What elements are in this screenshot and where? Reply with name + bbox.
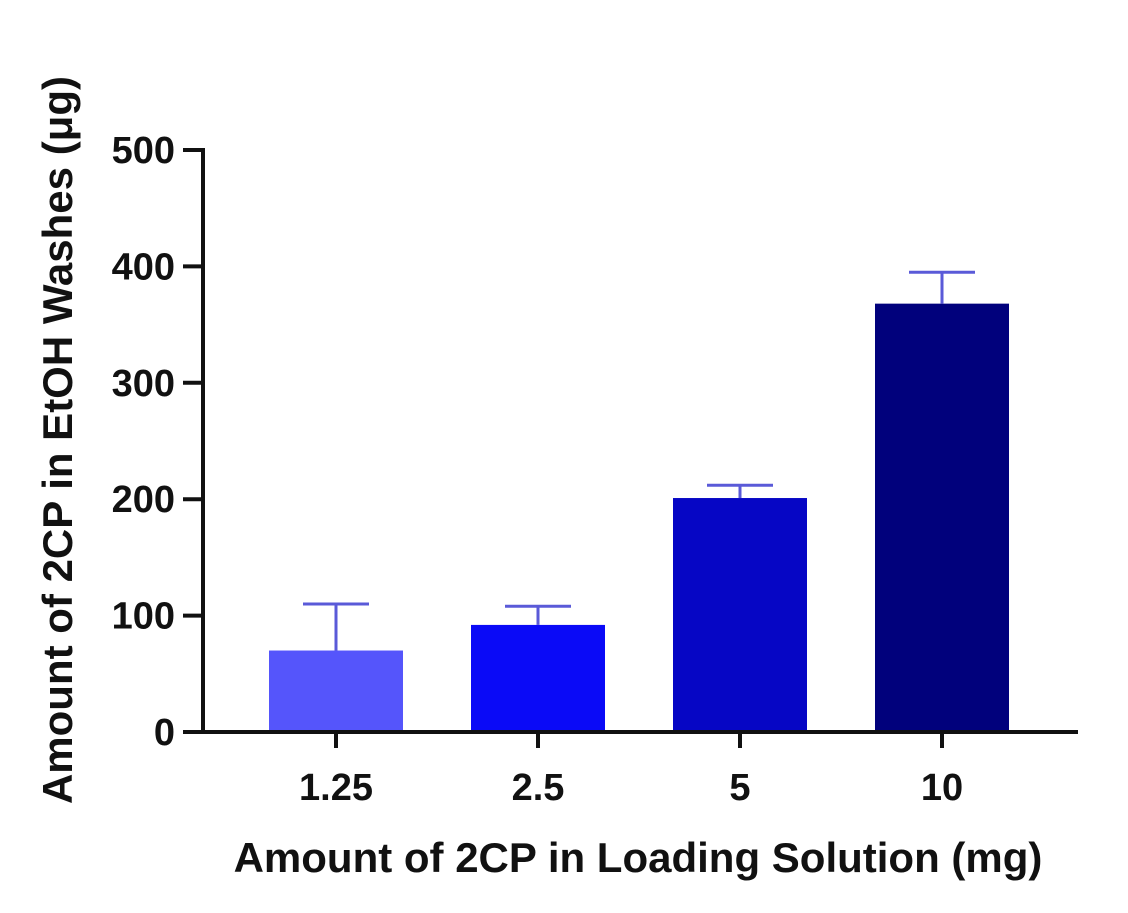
bar-2.5 (471, 624, 605, 732)
error-bars-layer (303, 270, 975, 651)
bar-10 (875, 303, 1009, 732)
x-tick-label-5: 5 (729, 767, 750, 809)
y-tick-label-0: 0 (154, 712, 175, 754)
bar-1.25 (269, 650, 403, 732)
x-tick-label-1.25: 1.25 (299, 767, 373, 809)
y-tick-label-500: 500 (112, 130, 175, 172)
bars-layer (269, 303, 1009, 732)
y-tick-label-400: 400 (112, 246, 175, 288)
axes-layer (183, 148, 1078, 748)
x-tick-label-10: 10 (921, 767, 963, 809)
y-tick-label-100: 100 (112, 596, 175, 638)
y-tick-label-300: 300 (112, 363, 175, 405)
y-tick-label-200: 200 (112, 479, 175, 521)
y-axis-title: Amount of 2CP in EtOH Washes (μg) (34, 76, 81, 804)
x-axis-title: Amount of 2CP in Loading Solution (mg) (234, 834, 1043, 881)
x-tick-label-2.5: 2.5 (512, 767, 565, 809)
bar-5 (673, 498, 807, 732)
